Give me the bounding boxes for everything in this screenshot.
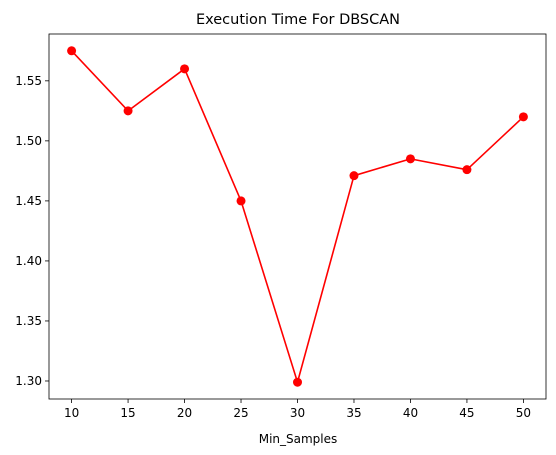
y-tick-label: 1.40	[15, 254, 42, 268]
x-axis-label: Min_Samples	[259, 432, 338, 446]
y-tick-label: 1.55	[15, 74, 42, 88]
x-tick-label: 25	[233, 406, 248, 420]
data-point	[180, 64, 190, 74]
data-point	[236, 196, 246, 206]
x-tick-label: 15	[120, 406, 135, 420]
plot-frame	[48, 33, 547, 400]
x-tick-label: 30	[290, 406, 305, 420]
series-line	[71, 50, 524, 383]
data-point	[462, 165, 472, 175]
axes: 10 15 20 25 30 35 40 45 50 1.30 1.35 1.40 1.45 1.50 1.…	[15, 33, 547, 420]
data-point	[405, 154, 415, 164]
x-tick-label: 35	[346, 406, 361, 420]
x-tick-label: 45	[459, 406, 474, 420]
data-point	[349, 171, 359, 181]
x-tick-label: 40	[403, 406, 418, 420]
data-point	[293, 377, 302, 387]
y-tick-label: 1.45	[15, 194, 42, 208]
y-tick-label: 1.35	[15, 314, 42, 328]
data-point	[67, 46, 77, 56]
x-tick-label: 20	[177, 406, 192, 420]
x-tick-label: 10	[64, 406, 79, 420]
data-point	[123, 106, 133, 116]
chart-title: Execution Time For DBSCAN	[196, 12, 400, 28]
y-tick-label: 1.50	[15, 134, 42, 148]
y-tick-label: 1.30	[15, 374, 42, 388]
x-tick-label: 50	[516, 406, 531, 420]
data-point	[518, 112, 528, 122]
plot-area	[67, 46, 528, 387]
